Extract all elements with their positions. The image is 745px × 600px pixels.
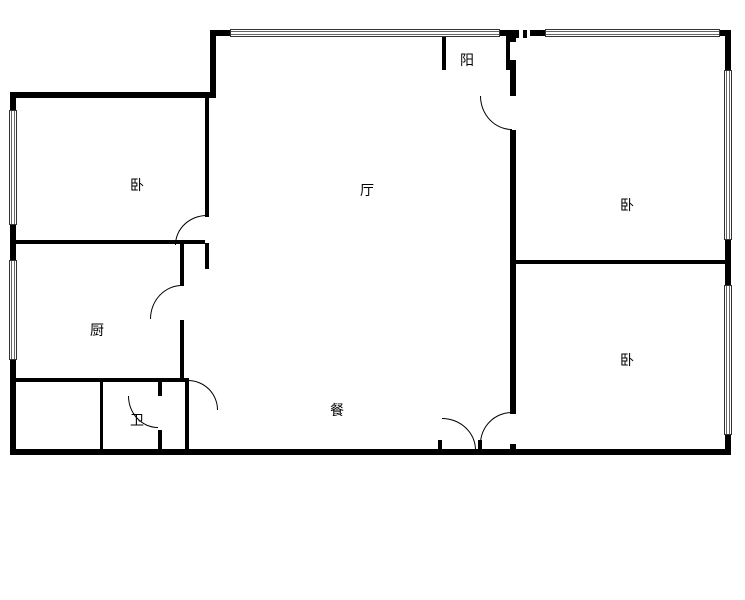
bath-right-low — [158, 430, 162, 452]
label-bedroom-tr: 卧 — [620, 195, 634, 215]
door-bedroom-tr — [480, 96, 512, 130]
door-kitchen — [150, 285, 182, 319]
window-left-upper — [9, 110, 17, 225]
bath-right-up — [158, 378, 162, 396]
label-bedroom-br: 卧 — [620, 350, 634, 370]
bed-right-lower — [205, 243, 209, 269]
floor-plan: 卧 厅 阳 卧 卧 厨 卫 餐 — [0, 0, 745, 600]
door-bedroom-left — [175, 215, 207, 245]
door-bedroom-br — [480, 412, 512, 444]
label-kitchen: 厨 — [90, 320, 104, 340]
bal-post-gap-r — [523, 30, 527, 38]
kit-right-lower — [180, 320, 184, 380]
rt-div-upper2 — [510, 130, 516, 265]
label-dining: 餐 — [330, 400, 344, 420]
window-right-upper — [724, 70, 732, 240]
window-top-right — [545, 29, 720, 37]
rt-div-upper1 — [510, 60, 516, 96]
window-left-mid — [9, 260, 17, 360]
window-top-mid — [230, 29, 500, 37]
rt-div-lower2 — [510, 444, 516, 452]
bed-right-upper — [205, 92, 209, 217]
wall-step-v — [210, 30, 216, 98]
label-living: 厅 — [360, 180, 374, 200]
bath-divider — [100, 378, 103, 452]
wall-top-left — [10, 92, 210, 98]
window-right-lower — [724, 285, 732, 435]
kit-right-upper — [180, 244, 184, 286]
wall-bottom — [10, 449, 731, 455]
label-bath: 卫 — [130, 410, 144, 430]
rt-div-mid — [510, 260, 731, 264]
door-corridor — [188, 380, 218, 410]
bal-post-gap-l — [515, 30, 519, 38]
rt-div-lower1 — [510, 264, 516, 414]
label-bedroom-left: 卧 — [130, 175, 144, 195]
label-balcony: 阳 — [460, 50, 474, 70]
door-entrance — [442, 418, 476, 450]
